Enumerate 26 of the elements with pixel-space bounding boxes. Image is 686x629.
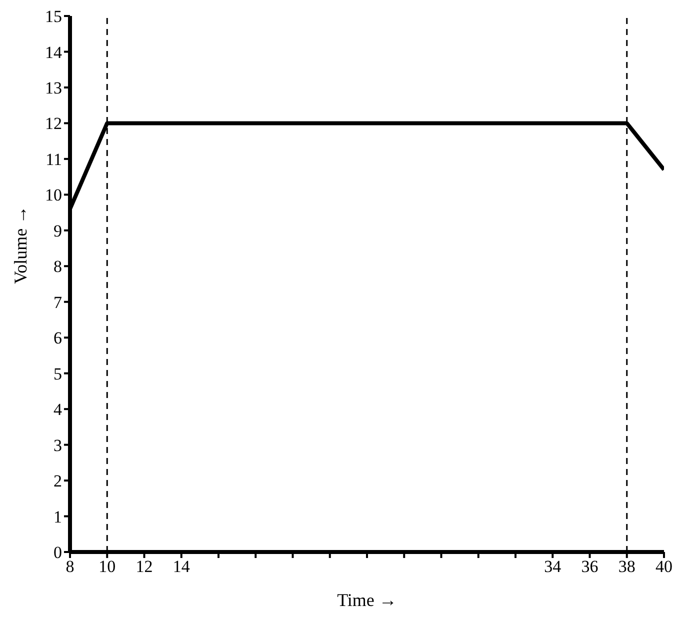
x-tick-label: 40 [656,557,672,576]
y-tick-label: 10 [45,186,62,205]
x-tick-label: 36 [581,557,598,576]
y-tick-label: 11 [46,150,62,169]
x-tick-label: 38 [618,557,636,576]
x-tick-label: 10 [98,557,116,576]
y-tick-label: 8 [54,257,62,276]
y-tick-label: 3 [54,436,62,455]
y-tick-label: 2 [54,472,62,491]
y-tick-label: 14 [45,42,62,62]
y-tick-label: 15 [45,7,62,26]
x-tick-label: 12 [136,557,153,576]
y-tick-label: 6 [54,328,62,348]
y-tick-label: 0 [54,543,62,562]
y-tick-label: 5 [54,364,62,384]
y-tick-label: 7 [54,292,62,312]
y-tick-label: 4 [54,400,62,420]
x-tick-label: 14 [172,557,190,576]
x-axis-title: Time → [337,590,397,610]
y-tick-label: 13 [45,78,62,98]
x-tick-label: 34 [544,557,562,576]
x-tick-label: 8 [66,557,74,576]
y-tick-label: 12 [45,114,62,134]
y-tick-label: 9 [54,221,62,240]
y-axis-title: Volume → [10,206,30,284]
y-tick-label: 1 [54,507,62,526]
